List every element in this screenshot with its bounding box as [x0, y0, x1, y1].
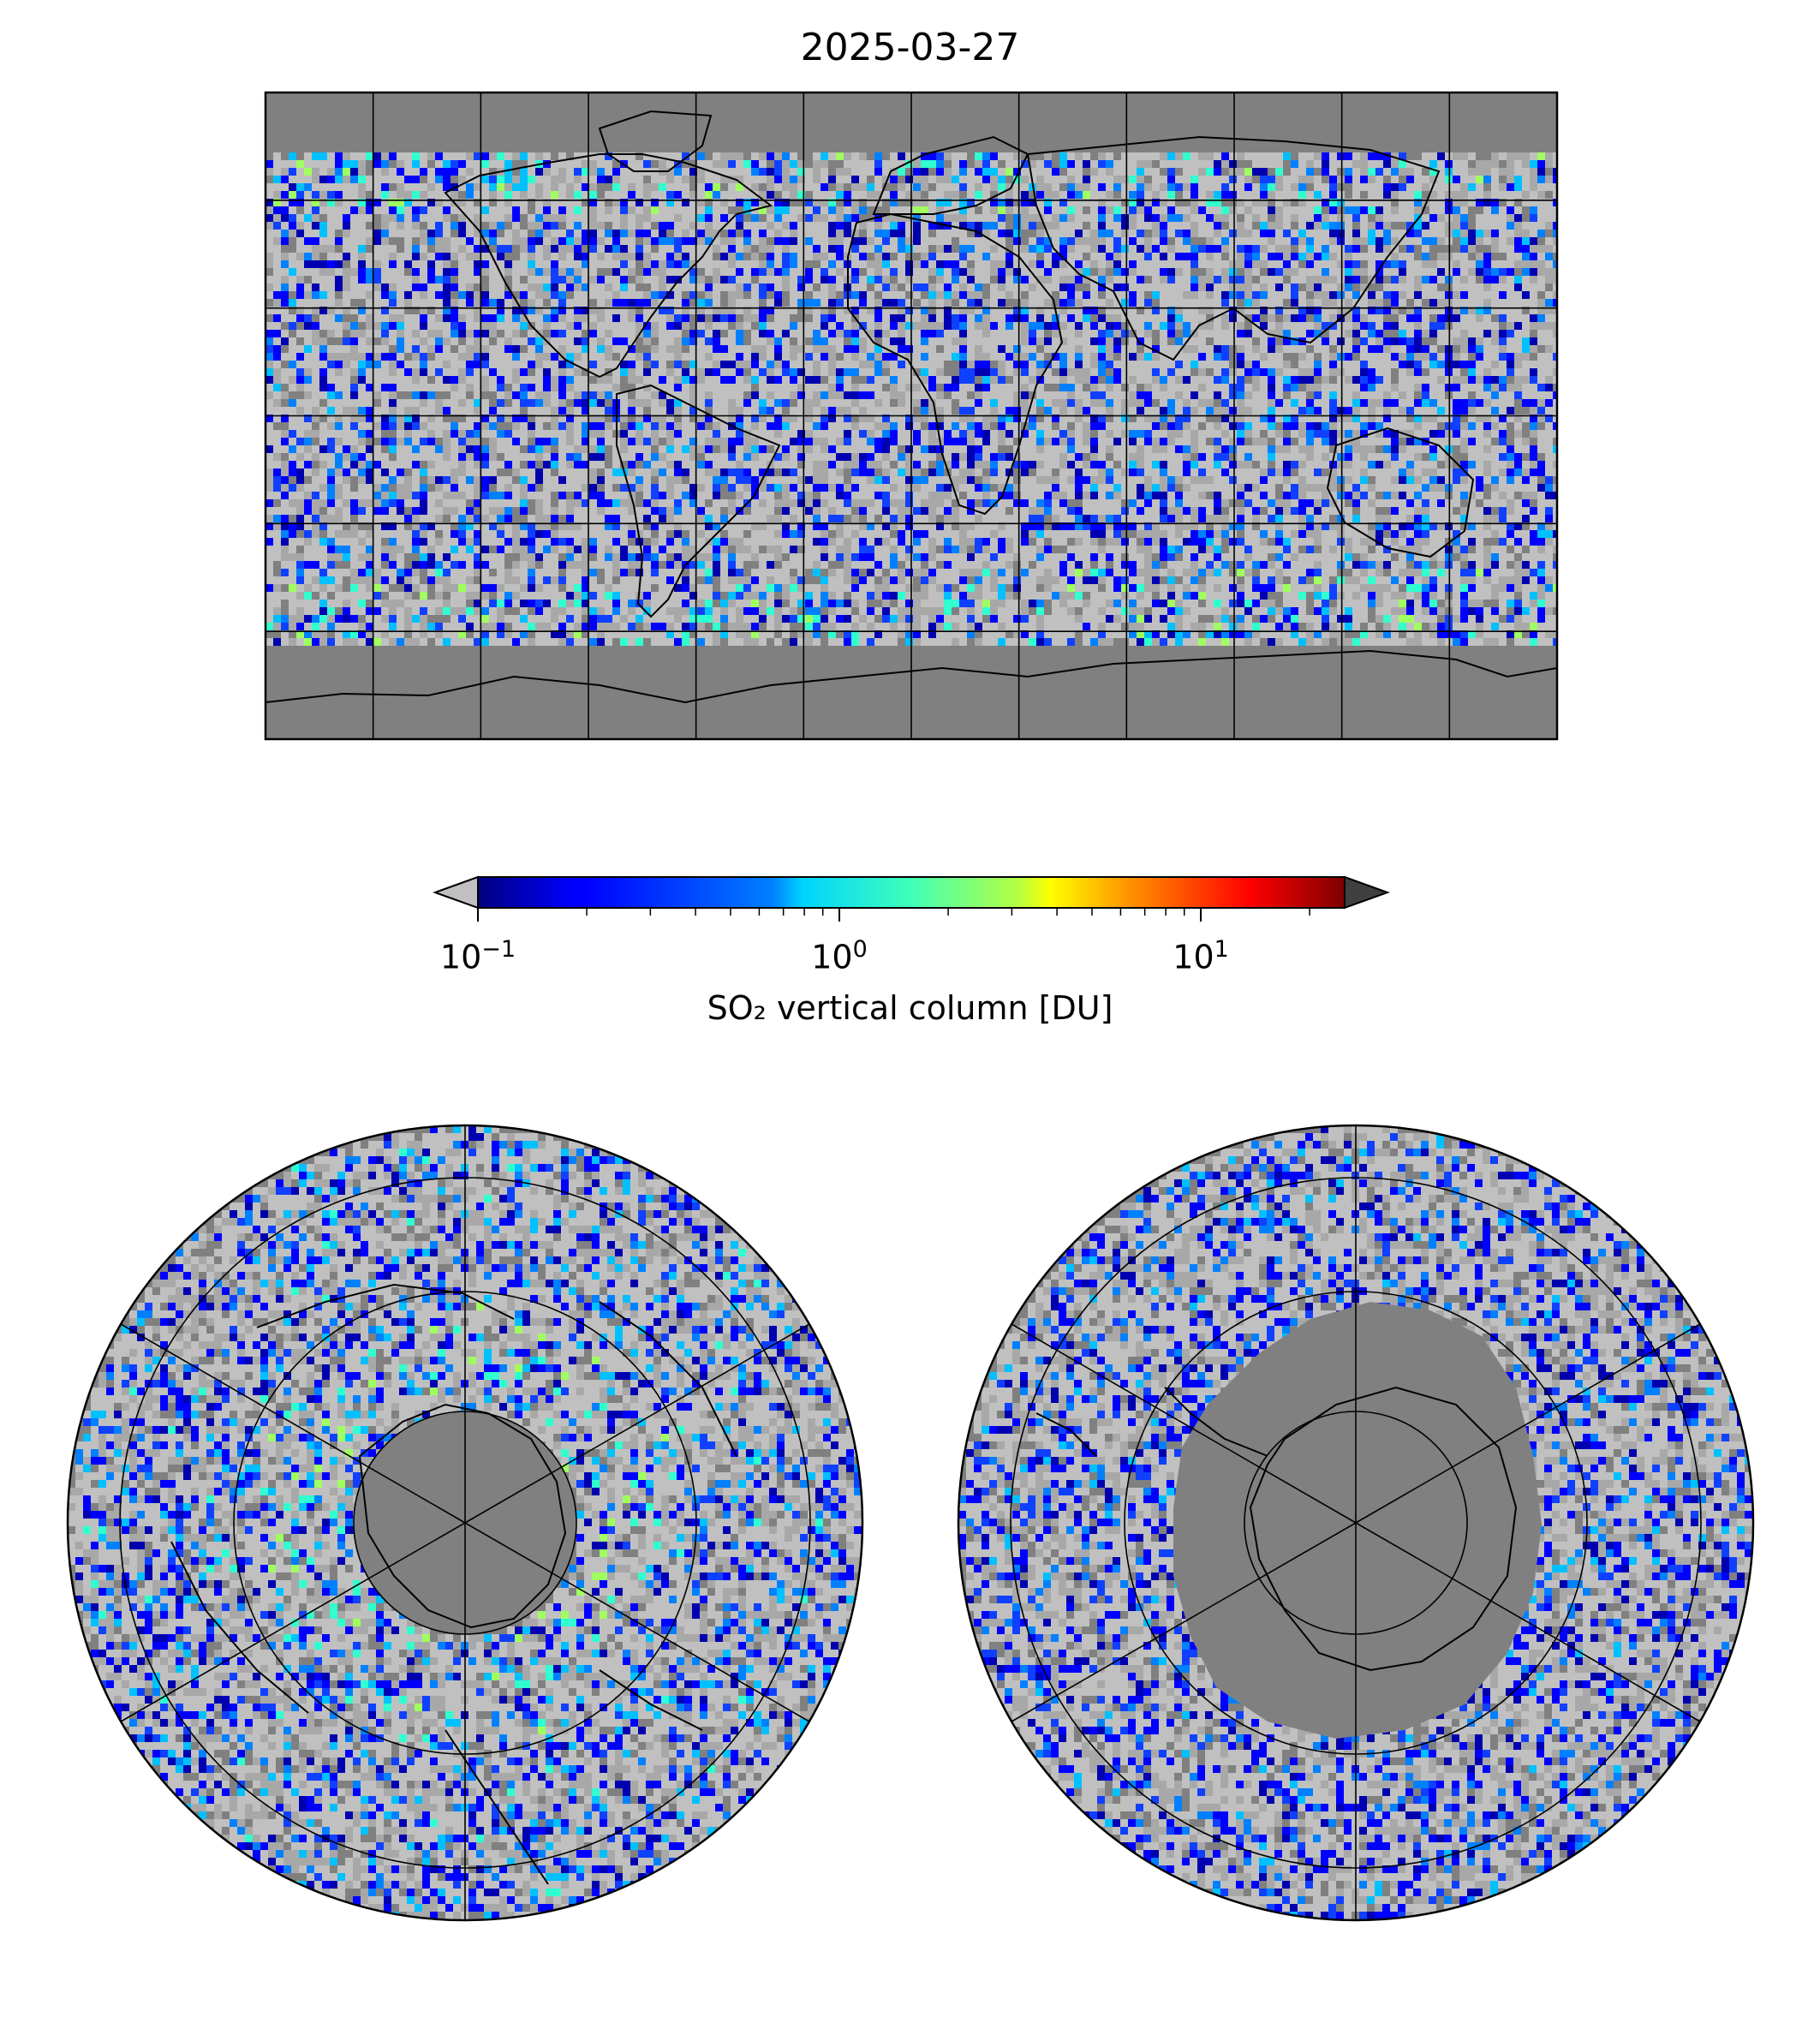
- meridian-line: [1006, 1522, 1357, 1725]
- colorbar-tick-label: 101: [1173, 936, 1229, 976]
- colorbar-tick-label: 10−1: [440, 936, 516, 976]
- north-so2-field: [68, 1125, 862, 1920]
- meridian-line: [464, 1321, 815, 1524]
- colorbar-under-extension: [433, 875, 479, 910]
- global-map: [264, 91, 1559, 741]
- south-map-frame: [957, 1124, 1755, 1922]
- south-coastlines: [1035, 1386, 1518, 1672]
- north-coastlines: [170, 1283, 737, 1885]
- north-map-frame: [66, 1124, 864, 1922]
- colorbar-ticks: [477, 908, 1310, 922]
- meridian-line: [464, 1522, 815, 1725]
- global-so2-field: [266, 152, 1557, 646]
- south-gridlines: [1006, 1125, 1705, 1920]
- meridian-line: [1006, 1321, 1357, 1524]
- global-map-frame: [264, 91, 1559, 741]
- meridian-line: [1355, 1321, 1705, 1524]
- south-polar-nodata: [1173, 1302, 1542, 1739]
- meridian-line: [116, 1522, 466, 1725]
- colorbar-label: SO₂ vertical column [DU]: [0, 989, 1820, 1027]
- south-polar-map: [957, 1124, 1755, 1922]
- global-coastlines: [266, 110, 1557, 704]
- north-gridlines: [116, 1125, 815, 1920]
- global-gridlines: [266, 92, 1557, 739]
- colorbar-over-extension: [1344, 875, 1390, 910]
- colorbar: [433, 875, 1390, 922]
- meridian-line: [1355, 1522, 1705, 1725]
- colorbar-gradient: [478, 877, 1345, 908]
- north-polar-map: [66, 1124, 864, 1922]
- figure-title: 2025-03-27: [0, 26, 1820, 69]
- meridian-line: [116, 1321, 466, 1524]
- colorbar-tick-label: 100: [811, 936, 868, 976]
